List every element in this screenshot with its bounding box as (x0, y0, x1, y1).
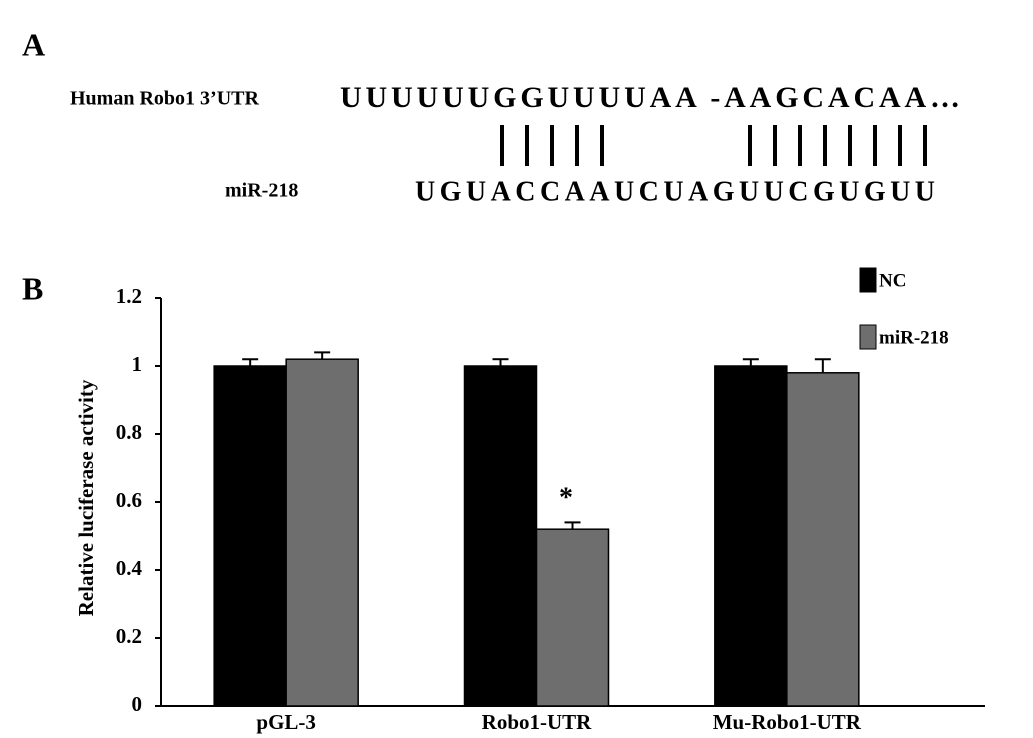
bar (535, 528, 610, 707)
legend-label: miR-218 (879, 327, 949, 348)
y-tick-label: 0.2 (116, 624, 142, 648)
bar (285, 358, 359, 707)
panel-label: B (22, 270, 43, 306)
bar (463, 365, 538, 707)
legend-swatch (859, 324, 877, 350)
legend-swatch (859, 267, 877, 293)
x-tick-label: Mu-Robo1-UTR (713, 710, 862, 734)
y-tick-label: 0.4 (116, 556, 143, 580)
y-tick-label: 0 (132, 692, 143, 716)
y-tick-label: 1 (132, 352, 143, 376)
annotation: * (559, 482, 573, 513)
mirna-name: miR-218 (225, 180, 298, 202)
y-axis-label: Relative luciferase activity (74, 379, 98, 616)
panel-label: A (22, 26, 45, 62)
target-name: Human Robo1 3’UTR (70, 88, 259, 110)
x-tick-label: Robo1-UTR (482, 710, 593, 734)
y-tick-label: 1.2 (116, 284, 142, 308)
y-tick-label: 0.6 (116, 488, 142, 512)
bar (213, 365, 287, 707)
target-sequence: UUUUUUGGUUUUAA -AAGCACAA… (340, 81, 960, 114)
bar (714, 365, 788, 707)
mirna-sequence: UGUACCAAUCUAGUUCGUGUU (415, 176, 935, 207)
pairing-lines (500, 125, 927, 166)
legend-label: NC (879, 270, 906, 291)
x-tick-label: pGL-3 (256, 710, 316, 734)
y-tick-label: 0.8 (116, 420, 142, 444)
bar (786, 372, 860, 707)
